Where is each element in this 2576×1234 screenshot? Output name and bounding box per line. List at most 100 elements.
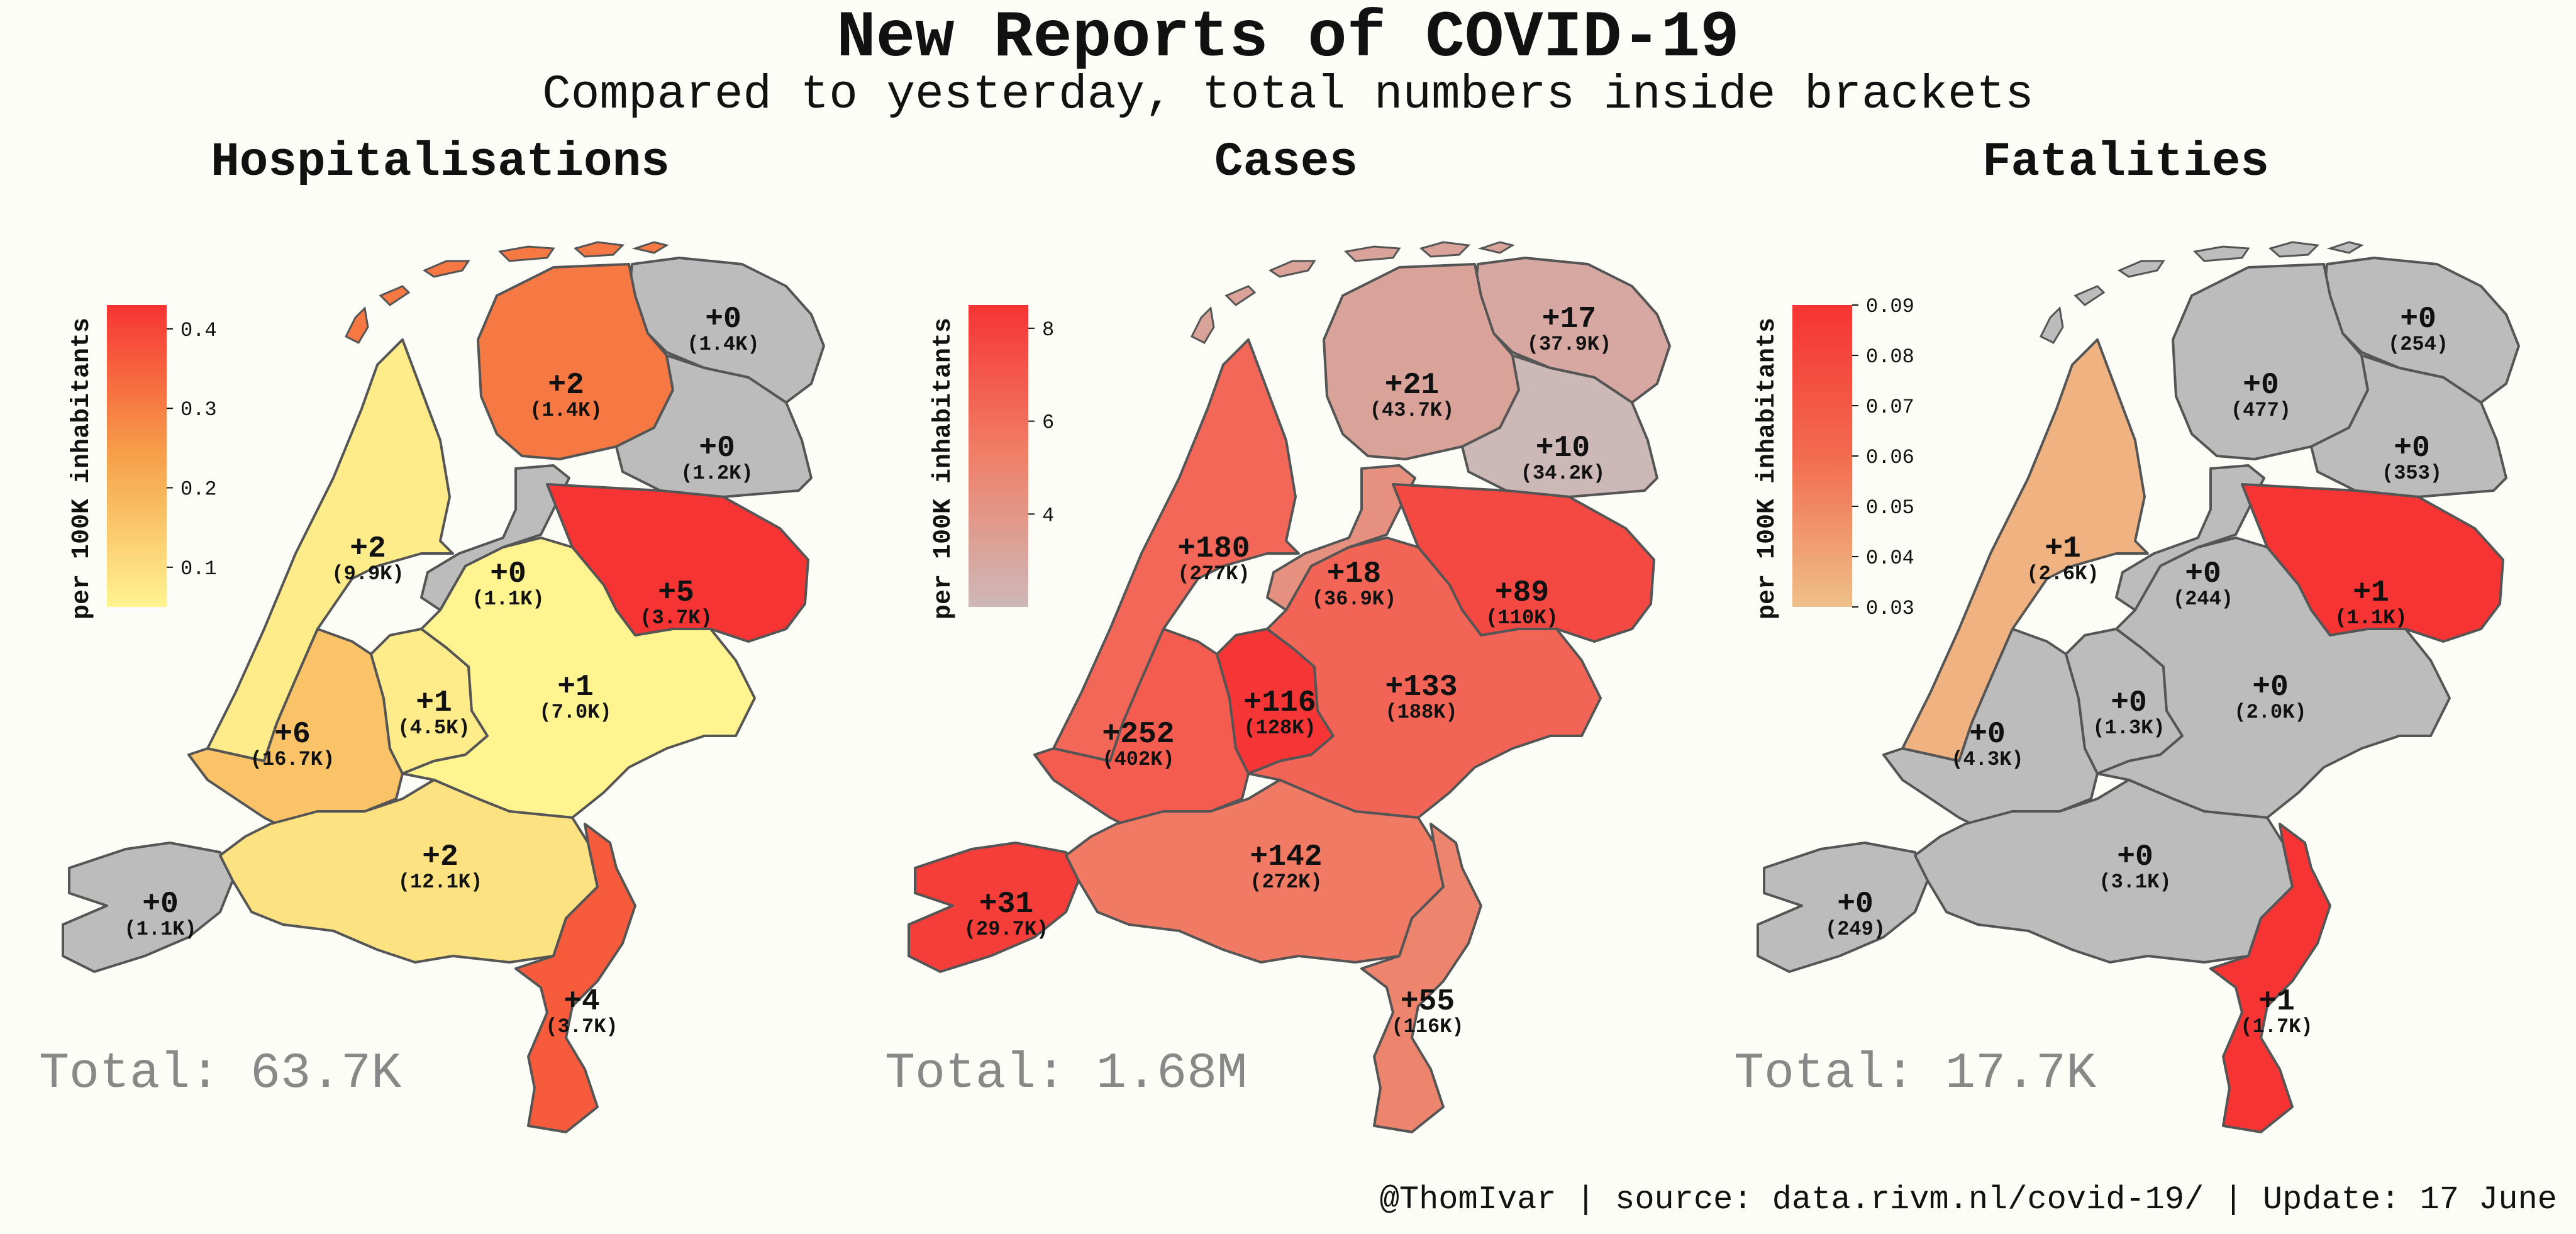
label-new-groningen: +17 xyxy=(1542,303,1596,336)
label-new-noord-brabant: +0 xyxy=(2117,840,2153,874)
colorbar-label: per 100K inhabitants xyxy=(68,318,96,620)
wadden-island xyxy=(1343,245,1401,262)
label-new-flevoland: +0 xyxy=(490,557,526,591)
label-new-utrecht: +116 xyxy=(1243,686,1316,720)
wadden-island xyxy=(2074,285,2106,306)
label-total-groningen: (37.9K) xyxy=(1527,333,1611,356)
label-new-friesland: +2 xyxy=(548,369,584,403)
colorbar-tick-label: 0.1 xyxy=(180,557,217,581)
wadden-island xyxy=(1190,306,1215,344)
colorbar xyxy=(1792,305,1852,607)
colorbar-tick-label: 0.2 xyxy=(180,478,217,501)
label-new-friesland: +21 xyxy=(1385,369,1439,403)
total-hospitalisations: Total: 63.7K xyxy=(39,1045,401,1103)
label-total-noord-holland: (9.9K) xyxy=(331,562,404,586)
label-total-noord-brabant: (272K) xyxy=(1250,870,1322,894)
province-limburg xyxy=(2209,823,2331,1133)
label-new-utrecht: +1 xyxy=(416,686,452,720)
label-total-friesland: (477) xyxy=(2231,399,2291,422)
wadden-island xyxy=(1224,285,1257,306)
label-new-utrecht: +0 xyxy=(2111,686,2147,720)
label-total-utrecht: (1.3K) xyxy=(2092,716,2165,740)
label-new-overijssel: +1 xyxy=(2353,576,2389,610)
panel-title-hospitalisations: Hospitalisations xyxy=(211,135,670,189)
colorbar-tick-label: 0.09 xyxy=(1866,295,1914,318)
label-new-noord-brabant: +142 xyxy=(1250,840,1322,874)
label-total-overijssel: (110K) xyxy=(1485,606,1558,630)
province-gelderland xyxy=(2096,536,2451,819)
total-cases: Total: 1.68M xyxy=(885,1045,1247,1103)
panel-hospitalisations: Hospitalisations+0(1.4K)+2(1.4K)+0(1.2K)… xyxy=(39,135,825,1133)
colorbar-tick-label: 0.08 xyxy=(1866,345,1914,369)
label-total-zuid-holland: (402K) xyxy=(1102,748,1174,771)
label-new-zuid-holland: +0 xyxy=(1969,718,2006,752)
panel-fatalities: Fatalities+0(254)+0(477)+0(353)+1(2.6K) +… xyxy=(1734,135,2520,1133)
label-total-noord-holland: (2.6K) xyxy=(2026,562,2099,586)
label-new-noord-holland: +1 xyxy=(2045,532,2081,566)
label-total-friesland: (1.4K) xyxy=(530,399,602,422)
label-total-utrecht: (128K) xyxy=(1243,716,1316,740)
wadden-island xyxy=(1419,241,1471,258)
colorbar xyxy=(969,305,1028,607)
colorbar-tick-label: 0.04 xyxy=(1866,547,1914,570)
label-total-flevoland: (244) xyxy=(2173,587,2233,611)
colorbar-tick-label: 0.03 xyxy=(1866,597,1914,620)
wadden-island xyxy=(497,245,555,262)
wadden-island xyxy=(422,260,470,278)
label-total-overijssel: (1.1K) xyxy=(2334,606,2407,630)
colorbar-tick-label: 4 xyxy=(1042,504,1054,527)
panel-title-fatalities: Fatalities xyxy=(1982,135,2269,189)
label-new-friesland: +0 xyxy=(2243,369,2279,403)
colorbar-tick-label: 0.06 xyxy=(1866,446,1914,469)
wadden-island xyxy=(573,241,625,258)
wadden-island xyxy=(2117,260,2165,278)
label-total-groningen: (254) xyxy=(2388,333,2448,356)
label-total-drenthe: (1.2K) xyxy=(680,462,753,485)
colorbar-tick-label: 0.07 xyxy=(1866,396,1914,419)
source-credits: @ThomIvar | source: data.rivm.nl/covid-1… xyxy=(1379,1181,2557,1218)
label-new-zeeland: +0 xyxy=(1837,887,1874,921)
label-total-groningen: (1.4K) xyxy=(687,333,759,356)
wadden-island xyxy=(344,306,369,344)
label-new-drenthe: +10 xyxy=(1536,431,1590,465)
label-new-noord-brabant: +2 xyxy=(422,840,458,874)
colorbar-tick-label: 6 xyxy=(1042,411,1054,435)
province-limburg xyxy=(514,823,636,1133)
panel-cases: Cases+17(37.9K)+21(43.7K)+10(34.2K)+180(… xyxy=(885,135,1671,1133)
label-total-noord-brabant: (12.1K) xyxy=(398,870,482,894)
colorbar xyxy=(107,305,167,607)
label-total-limburg: (1.7K) xyxy=(2240,1015,2312,1038)
label-total-gelderland: (2.0K) xyxy=(2234,701,2306,724)
wadden-island xyxy=(1268,260,1316,278)
province-gelderland xyxy=(1247,536,1602,819)
label-total-limburg: (116K) xyxy=(1391,1015,1463,1038)
label-new-zuid-holland: +252 xyxy=(1102,718,1174,752)
label-total-zeeland: (249) xyxy=(1825,918,1885,941)
wadden-island xyxy=(1477,241,1515,254)
label-new-drenthe: +0 xyxy=(699,431,735,465)
colorbar-tick-label: 8 xyxy=(1042,318,1054,342)
label-new-limburg: +55 xyxy=(1401,985,1455,1019)
panel-title-cases: Cases xyxy=(1214,135,1358,189)
label-new-flevoland: +0 xyxy=(2185,557,2221,591)
label-total-zeeland: (29.7K) xyxy=(964,918,1048,941)
label-new-flevoland: +18 xyxy=(1327,557,1381,591)
colorbar-tick-label: 0.05 xyxy=(1866,496,1914,520)
label-new-overijssel: +5 xyxy=(658,576,694,610)
label-total-overijssel: (3.7K) xyxy=(640,606,712,630)
label-total-zeeland: (1.1K) xyxy=(124,918,196,941)
wadden-island xyxy=(2268,241,2320,258)
total-fatalities: Total: 17.7K xyxy=(1734,1045,2096,1103)
province-zeeland xyxy=(62,842,234,973)
province-zeeland xyxy=(1757,842,1929,973)
label-new-zeeland: +0 xyxy=(142,887,179,921)
label-new-groningen: +0 xyxy=(2400,303,2436,336)
label-total-gelderland: (7.0K) xyxy=(539,701,611,724)
label-total-flevoland: (36.9K) xyxy=(1312,587,1396,611)
label-total-noord-brabant: (3.1K) xyxy=(2099,870,2171,894)
label-new-gelderland: +133 xyxy=(1385,670,1457,704)
wadden-island xyxy=(2039,306,2064,344)
province-limburg xyxy=(1360,823,1482,1133)
colorbar-tick-label: 0.3 xyxy=(180,398,217,421)
